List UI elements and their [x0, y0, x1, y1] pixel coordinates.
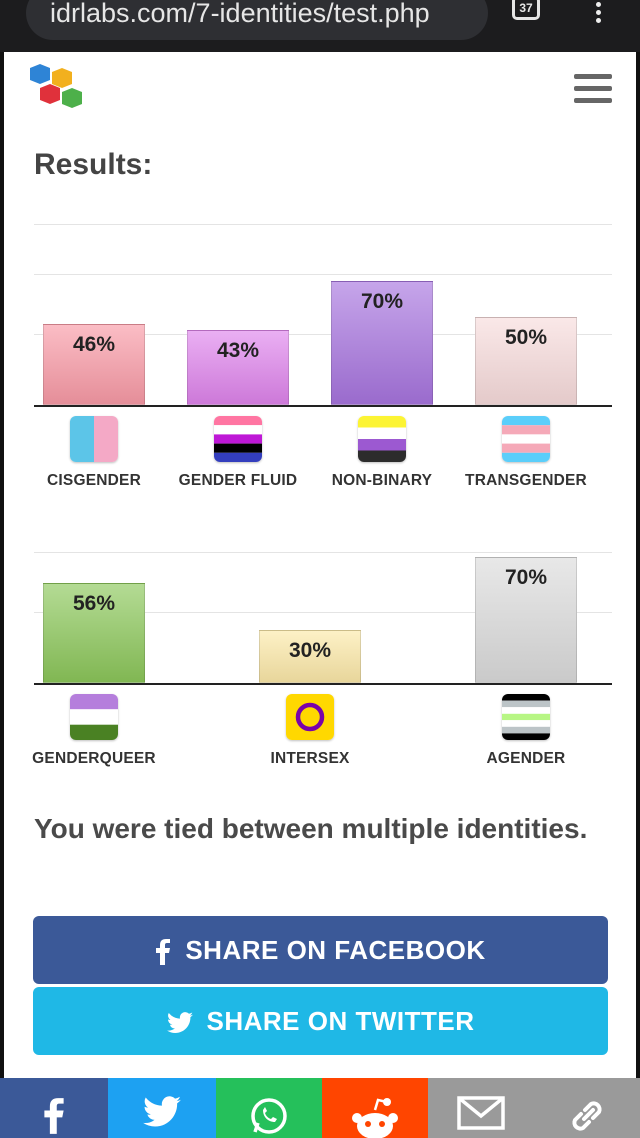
genderqueer-flag-icon: [70, 694, 118, 740]
share-twitter-button[interactable]: SHARE ON TWITTER: [33, 987, 608, 1055]
bottom-share-copy-link[interactable]: [534, 1078, 640, 1138]
bottom-share-whatsapp[interactable]: [216, 1078, 322, 1138]
share-facebook-label: SHARE ON FACEBOOK: [185, 935, 486, 965]
menu-icon[interactable]: [574, 74, 612, 108]
facebook-icon: [156, 939, 171, 966]
bar-non-binary: 70%: [331, 281, 433, 405]
bar-value-label: 50%: [504, 326, 548, 349]
address-bar[interactable]: idrlabs.com/7-identities/test.php: [26, 0, 488, 40]
gender-fluid-flag-icon: [214, 416, 262, 462]
identity-chart-top: 46% 43% 70% 50% CI: [34, 224, 612, 524]
reddit-icon: [352, 1098, 398, 1138]
bottom-share-facebook[interactable]: [0, 1078, 108, 1138]
bar-intersex: 30%: [259, 630, 361, 683]
facebook-icon: [44, 1098, 64, 1134]
bar-value-label: 56%: [72, 592, 116, 615]
tab-count-label: 37: [519, 1, 533, 15]
bottom-share-bar: [0, 1078, 640, 1138]
whatsapp-icon: [251, 1098, 287, 1134]
agender-flag-icon: [502, 694, 550, 740]
bottom-share-reddit[interactable]: [322, 1078, 428, 1138]
intersex-flag-icon: [286, 694, 334, 740]
bar-cisgender: 46%: [43, 324, 145, 405]
category-label: AGENDER: [486, 750, 566, 767]
results-heading: Results:: [34, 148, 153, 181]
cisgender-flag-icon: [70, 416, 118, 462]
browser-menu-icon[interactable]: [596, 2, 602, 26]
bar-gender-fluid: 43%: [187, 330, 289, 405]
bar-value-label: 70%: [360, 290, 404, 313]
bar-value-label: 43%: [216, 339, 260, 362]
transgender-flag-icon: [502, 416, 550, 462]
url-text: idrlabs.com/7-identities/test.php: [50, 0, 430, 28]
category-label: TRANSGENDER: [465, 472, 587, 489]
category-label: GENDERQUEER: [32, 750, 156, 767]
browser-toolbar: idrlabs.com/7-identities/test.php 37: [0, 0, 640, 52]
site-logo-icon[interactable]: [18, 64, 90, 120]
share-twitter-label: SHARE ON TWITTER: [206, 1006, 475, 1036]
tab-switcher-button[interactable]: 37: [512, 0, 540, 20]
non-binary-flag-icon: [358, 416, 406, 462]
identity-chart-bottom: 56% 30% 70% GENDERQUEER INTERSEX AGENDER: [32, 552, 612, 782]
bar-agender: 70%: [475, 557, 577, 683]
bar-transgender: 50%: [475, 317, 577, 405]
share-facebook-button[interactable]: SHARE ON FACEBOOK: [33, 916, 608, 984]
bottom-share-twitter[interactable]: [108, 1078, 216, 1138]
email-icon: [457, 1096, 505, 1130]
category-label: NON-BINARY: [331, 472, 433, 489]
bar-genderqueer: 56%: [43, 583, 145, 683]
page-content: Results: 46% 43% 70% 50%: [4, 52, 636, 1082]
link-icon: [572, 1101, 602, 1131]
category-label: INTERSEX: [270, 750, 350, 767]
bar-value-label: 30%: [288, 639, 332, 662]
twitter-icon: [166, 1012, 193, 1034]
category-label: GENDER FLUID: [178, 472, 298, 489]
bar-value-label: 46%: [72, 333, 116, 356]
category-label: CISGENDER: [47, 472, 141, 489]
bar-value-label: 70%: [504, 566, 548, 589]
bottom-share-email[interactable]: [428, 1078, 534, 1138]
tied-result-message: You were tied between multiple identitie…: [34, 813, 588, 844]
twitter-icon: [143, 1096, 181, 1127]
